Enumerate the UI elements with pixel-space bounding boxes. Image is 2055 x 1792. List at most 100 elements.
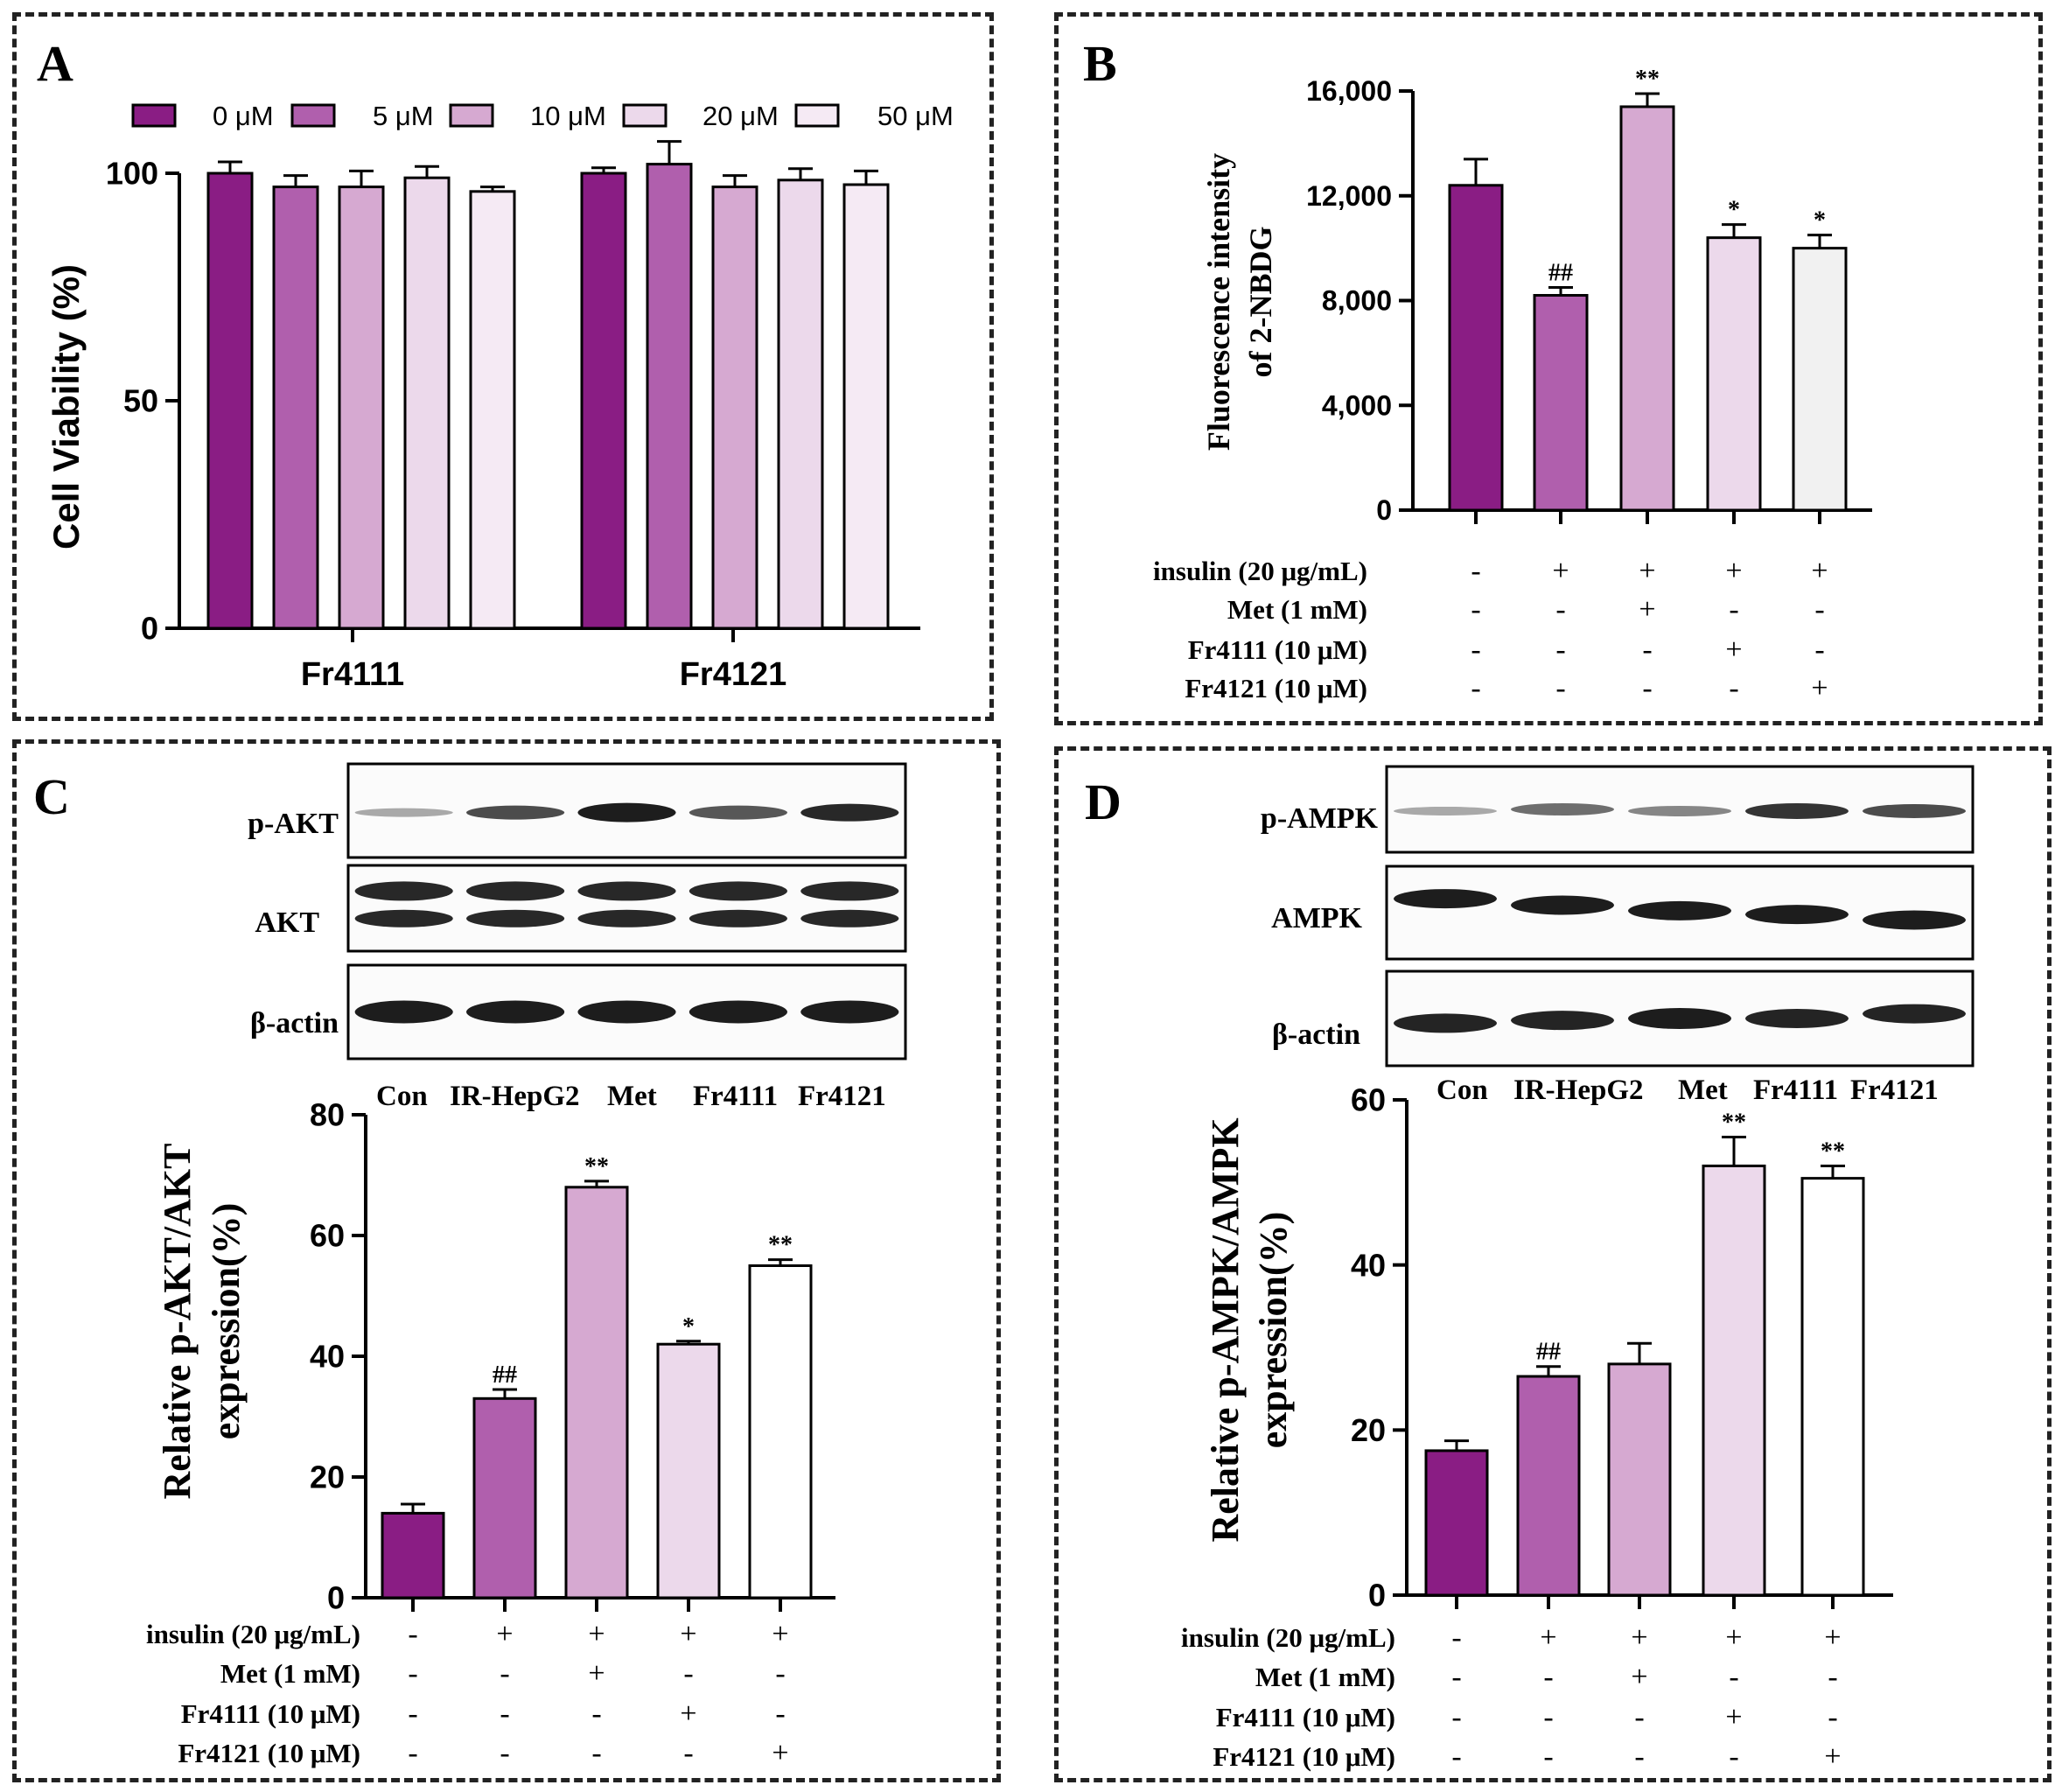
panel-c-condition-sign-3-4: +	[772, 1737, 788, 1769]
panel-a-1-bar-3	[777, 178, 824, 630]
panel-c-blot-akt-band-1-1	[466, 909, 565, 928]
panel-d-condition-sign-3-3: -	[1729, 1740, 1738, 1773]
legend-swatch-4	[794, 103, 840, 128]
panel-d-ylabel-line-2: expression(%)	[1252, 1212, 1295, 1449]
panel-c-blot-pakt-band-0-0	[354, 808, 453, 817]
panel-a-ytick-label-0: 0	[141, 611, 158, 647]
panel-c-annotation-3: *	[682, 1313, 695, 1340]
panel-c-blot-pakt-band-1-0	[466, 805, 565, 820]
panel-d-lane-5: Fr4121	[1850, 1074, 1939, 1106]
panel-b-condition-sign-1-2: +	[1639, 593, 1655, 626]
panel-d-blots: p-AMPK AMPK β-actin Con IR-HepG2 Met Fr4…	[1261, 802, 1939, 1106]
panel-d-lane-1: Con	[1436, 1074, 1488, 1106]
panel-b-condition-sign-3-1: -	[1555, 672, 1565, 704]
panel-a-frame	[12, 12, 994, 721]
panel-d-blot-pampk-band-4-0	[1863, 803, 1966, 818]
panel-c-lane-3: Met	[607, 1081, 657, 1112]
panel-d-condition-sign-0-2: +	[1631, 1621, 1647, 1654]
panel-b-bar-4	[1792, 247, 1848, 512]
legend-swatch-1	[290, 103, 336, 128]
panel-b-condition-sign-2-1: -	[1555, 634, 1565, 666]
panel-d-ytick-label-1: 20	[1351, 1412, 1386, 1448]
panel-d-condition-sign-3-4: +	[1824, 1740, 1841, 1773]
panel-b-condition-sign-3-2: -	[1642, 672, 1652, 704]
panel-c-lane-4: Fr4111	[693, 1081, 778, 1112]
panel-d-blot-actin-band-4-0	[1863, 1004, 1966, 1024]
panel-d-condition-sign-2-0: -	[1451, 1701, 1461, 1733]
panel-a-0-bar-3	[403, 176, 451, 630]
panel-b-bar-3	[1706, 236, 1762, 512]
panel-b-condition-sign-2-2: -	[1642, 634, 1652, 666]
panel-b-condition-sign-0-4: +	[1811, 555, 1828, 587]
panel-d-condition-sign-2-3: +	[1725, 1701, 1742, 1733]
panel-b-condition-label-2: Fr4111 (10 μM)	[1188, 634, 1367, 665]
panel-d-blot-ampk-band-4-0	[1863, 910, 1966, 930]
panel-b-condition-sign-2-4: -	[1814, 634, 1824, 666]
panel-a-legend: 0 μM 5 μM 10 μM 20 μM 50 μM	[131, 101, 954, 131]
panel-d-condition-sign-2-2: -	[1634, 1701, 1644, 1733]
panel-c-condition-sign-0-2: +	[588, 1618, 605, 1650]
panel-c-blot-label-2: AKT	[255, 906, 319, 939]
panel-c-condition-label-0: insulin (20 μg/mL)	[146, 1619, 360, 1649]
legend-swatch-0	[131, 103, 177, 128]
panel-d-condition-sign-1-2: +	[1631, 1661, 1647, 1693]
panel-d-blot-actin-band-3-0	[1745, 1009, 1849, 1028]
panel-d-bar-1	[1516, 1375, 1581, 1597]
panel-c-blot-akt-band-2-0	[577, 881, 676, 901]
panel-a-1-bar-0	[580, 172, 627, 630]
panel-c-blot-akt-band-2-1	[577, 909, 676, 928]
panel-c-condition-sign-3-0: -	[408, 1737, 417, 1769]
panel-b-bar-0	[1448, 184, 1504, 512]
panel-d-blot-ampk-band-1-0	[1511, 895, 1614, 915]
panel-c-condition-sign-0-0: -	[408, 1618, 417, 1650]
panel-d-ytick-label-0: 0	[1368, 1578, 1386, 1614]
panel-b-ytick-label-4: 16,000	[1306, 75, 1392, 107]
panel-c-bar-3	[656, 1342, 721, 1600]
panel-d-condition-sign-0-0: -	[1451, 1621, 1461, 1654]
panel-d-condition-sign-2-1: -	[1543, 1701, 1553, 1733]
panel-c-condition-sign-2-0: -	[408, 1698, 417, 1730]
legend-swatch-2	[449, 103, 494, 128]
panel-a-category-2: Fr4121	[680, 656, 787, 693]
panel-b-ytick-label-3: 12,000	[1306, 180, 1392, 212]
panel-d-blot-actin-band-1-0	[1511, 1011, 1614, 1031]
panel-d-bar-0	[1424, 1449, 1489, 1597]
panel-b-ylabel-line-2: of 2-NBDG	[1243, 227, 1278, 378]
panel-c-condition-sign-1-1: -	[500, 1657, 509, 1690]
panel-c-blots: p-AKT AKT β-actin Con IR-HepG2 Met Fr411…	[248, 808, 886, 1112]
panel-d-condition-label-1: Met (1 mM)	[1255, 1662, 1395, 1692]
panel-d-chart: 0 20 40 60 ## ** ** insulin (20 μg/mL) - + + + + Met …	[1181, 765, 1975, 1773]
panel-b-ylabel-line-1: Fluorescence intensity	[1201, 153, 1236, 451]
panel-d-annotation-4: **	[1821, 1138, 1845, 1165]
panel-d-condition-label-0: insulin (20 μg/mL)	[1181, 1622, 1395, 1653]
panel-d-blot-pampk-band-1-0	[1511, 803, 1614, 816]
panel-c-blot-actin-band-2-0	[577, 1000, 676, 1024]
panel-d-blot-ampk-band-2-0	[1628, 900, 1731, 920]
panel-b-condition-sign-0-1: +	[1552, 555, 1569, 587]
panel-d-blot-actin-band-2-0	[1628, 1008, 1731, 1029]
panel-c-condition-label-3: Fr4121 (10 μM)	[178, 1738, 360, 1768]
panel-c-condition-sign-1-2: +	[588, 1657, 605, 1690]
panel-a-0-bar-1	[272, 186, 319, 630]
panel-c-condition-sign-2-3: +	[680, 1698, 696, 1730]
panel-c-annotation-1: ##	[493, 1362, 517, 1389]
panel-d-ytick-label-3: 60	[1351, 1082, 1386, 1118]
panel-b-annotation-1: ##	[1548, 260, 1573, 287]
panel-c-condition-sign-0-3: +	[680, 1618, 696, 1650]
panel-c-blot-actin-band-3-0	[688, 1000, 787, 1024]
panel-d-condition-sign-1-4: -	[1828, 1661, 1837, 1693]
panel-d-condition-sign-1-3: -	[1729, 1661, 1738, 1693]
legend-label-4: 50 μM	[877, 101, 954, 131]
panel-b-condition-sign-2-3: +	[1725, 634, 1742, 666]
panel-c-bar-4	[748, 1264, 813, 1600]
panel-b-ytick-label-2: 8,000	[1322, 285, 1392, 317]
panel-d-blot-label-2: AMPK	[1271, 902, 1362, 934]
panel-d-condition-sign-0-3: +	[1725, 1621, 1742, 1654]
panel-c-lane-1: Con	[376, 1081, 428, 1112]
panel-c-letter: C	[33, 768, 70, 825]
panel-a-1-bar-4	[842, 183, 890, 630]
panel-b-condition-sign-3-4: +	[1811, 672, 1828, 704]
panel-b-annotation-3: *	[1728, 197, 1740, 224]
